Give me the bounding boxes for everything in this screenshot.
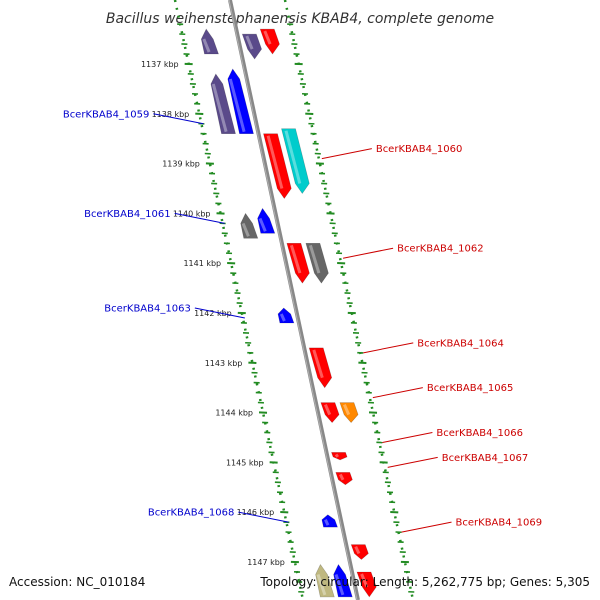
feature-1067 bbox=[335, 472, 353, 486]
feature-1061b bbox=[257, 207, 276, 234]
feature-1059b bbox=[227, 68, 254, 134]
genome-backbone bbox=[228, 0, 360, 600]
feature-1066 bbox=[331, 452, 348, 461]
gene-leader-line bbox=[194, 307, 245, 319]
gene-label[interactable]: BcerKBAB4_1061 bbox=[84, 209, 171, 220]
tick-label: 1142 kbp bbox=[194, 309, 232, 318]
feature-1058-highlight bbox=[263, 30, 272, 45]
gene-label[interactable]: BcerKBAB4_1063 bbox=[104, 303, 191, 314]
tick-label: 1145 kbp bbox=[226, 458, 264, 467]
feature-1061b-highlight bbox=[258, 217, 267, 232]
ruler-right bbox=[283, 0, 415, 600]
feature-1060a bbox=[263, 133, 292, 200]
feature-1062a-highlight bbox=[289, 244, 302, 274]
ruler-line-right bbox=[283, 0, 415, 600]
feature-1060b bbox=[281, 128, 310, 195]
feature-1064-highlight bbox=[312, 349, 324, 379]
backbone-highlight bbox=[228, 0, 358, 600]
gene-label[interactable]: BcerKBAB4_1068 bbox=[148, 508, 235, 519]
tick-label: 1140 kbp bbox=[173, 209, 211, 218]
feature-1067-highlight bbox=[338, 473, 345, 481]
feature-1070a-highlight bbox=[316, 574, 327, 596]
gene-label[interactable]: BcerKBAB4_1059 bbox=[63, 109, 150, 120]
tick-label: 1141 kbp bbox=[183, 259, 221, 268]
gene-label[interactable]: BcerKBAB4_1062 bbox=[397, 244, 484, 255]
feature-1058b bbox=[241, 33, 262, 60]
map-title: Bacillus weihenstephanensis KBAB4, compl… bbox=[106, 11, 494, 27]
gene-label[interactable]: BcerKBAB4_1067 bbox=[442, 453, 529, 464]
gene-leader-line bbox=[387, 456, 438, 468]
tick-label: 1144 kbp bbox=[215, 409, 253, 418]
feature-1069-highlight bbox=[354, 545, 361, 555]
gene-labels: BcerKBAB4_1059 BcerKBAB4_1060 BcerKBAB4_10… bbox=[63, 109, 543, 533]
gene-leader-line bbox=[174, 212, 225, 224]
tick-label: 1147 kbp bbox=[247, 558, 285, 567]
feature-1063 bbox=[277, 307, 295, 324]
feature-1065b-highlight bbox=[343, 404, 351, 416]
feature-1064 bbox=[308, 347, 333, 389]
topology-label: Topology: circular; Length: 5,262,775 bp… bbox=[260, 575, 590, 589]
gene-label[interactable]: BcerKBAB4_1060 bbox=[376, 144, 463, 155]
feature-1060a-highlight bbox=[266, 135, 284, 189]
feature-1066-highlight bbox=[334, 453, 339, 458]
tick-marks: 1137 kbp 1138 kbp 1139 kbp 1140 kbp 1141 kbp… bbox=[141, 23, 415, 593]
feature-1069 bbox=[350, 544, 369, 560]
feature-1070c-highlight bbox=[360, 573, 369, 588]
feature-1063-highlight bbox=[279, 313, 286, 322]
gene-label[interactable]: BcerKBAB4_1066 bbox=[436, 428, 523, 439]
gene-leader-line bbox=[363, 342, 414, 354]
feature-1070a bbox=[315, 563, 335, 598]
feature-1058b-highlight bbox=[245, 35, 254, 50]
feature-1062b-highlight bbox=[308, 244, 321, 274]
feature-1065a-highlight bbox=[324, 404, 332, 416]
feature-1058 bbox=[259, 28, 280, 55]
feature-1062a bbox=[286, 243, 310, 284]
gene-leader-line bbox=[372, 387, 423, 399]
accession-label: Accession: NC_010184 bbox=[9, 575, 146, 589]
feature-1065b bbox=[339, 402, 359, 424]
gene-leader-line bbox=[401, 521, 452, 533]
feature-1070c bbox=[356, 571, 377, 598]
feature-1061a-highlight bbox=[241, 222, 250, 237]
tick-label: 1146 kbp bbox=[237, 508, 275, 517]
feature-1060b-highlight bbox=[284, 130, 302, 184]
tick-label: 1137 kbp bbox=[141, 60, 179, 69]
gene-leader-line bbox=[382, 431, 433, 443]
feature-1059 bbox=[200, 28, 219, 55]
backbone-line bbox=[228, 0, 360, 600]
gene-label[interactable]: BcerKBAB4_1064 bbox=[417, 338, 504, 349]
feature-1059-highlight bbox=[202, 38, 211, 53]
feature-1068 bbox=[321, 514, 338, 528]
gene-leader-line bbox=[153, 113, 204, 125]
feature-1070b bbox=[333, 563, 353, 598]
gene-label[interactable]: BcerKBAB4_1065 bbox=[427, 383, 514, 394]
feature-1059a-highlight bbox=[211, 83, 228, 133]
feature-1061a bbox=[240, 212, 259, 239]
tick-label: 1139 kbp bbox=[162, 160, 200, 169]
tick-label: 1143 kbp bbox=[205, 359, 243, 368]
feature-1059b-highlight bbox=[228, 78, 246, 133]
feature-1065a bbox=[320, 402, 340, 424]
gene-leader-line bbox=[238, 511, 289, 523]
feature-1070b-highlight bbox=[334, 574, 345, 596]
gene-label[interactable]: BcerKBAB4_1069 bbox=[456, 518, 543, 529]
tick-label: 1138 kbp bbox=[152, 110, 190, 119]
feature-1059a bbox=[210, 73, 236, 134]
feature-1068-highlight bbox=[324, 519, 330, 526]
feature-track bbox=[200, 28, 377, 598]
gene-leader-line bbox=[342, 247, 394, 259]
gene-leader-line bbox=[321, 148, 372, 160]
feature-1062b bbox=[305, 243, 329, 284]
